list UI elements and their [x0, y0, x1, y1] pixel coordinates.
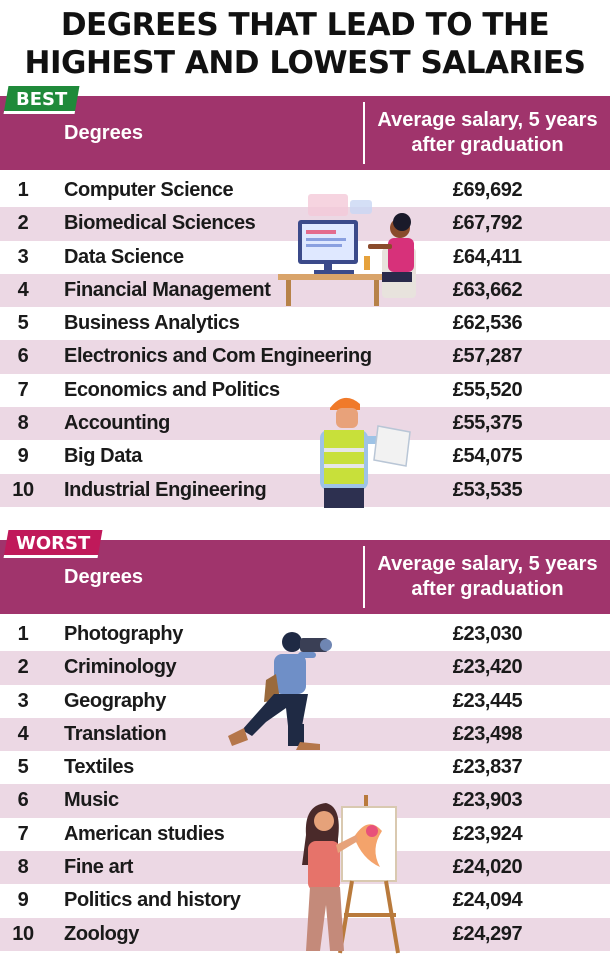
title-line-2: HIGHEST AND LOWEST SALARIES: [24, 45, 586, 81]
rank-number: 10: [12, 478, 34, 501]
header-divider: [363, 546, 365, 608]
salary-value: £24,297: [452, 922, 523, 945]
salary-value: £63,662: [452, 278, 523, 301]
worst-header: Degrees Average salary, 5 years after gr…: [0, 540, 610, 614]
degree-name: Fine art: [64, 856, 134, 879]
engineer-illustration: [320, 397, 411, 508]
salary-value: £23,903: [452, 789, 523, 812]
degree-name: Music: [64, 789, 119, 812]
salary-value: £23,837: [452, 756, 523, 779]
degree-name: Criminology: [64, 656, 177, 679]
salary-value: £69,692: [452, 179, 523, 201]
salary-value: £23,498: [452, 722, 523, 745]
rank-number: 5: [17, 312, 29, 335]
rank-number: 6: [17, 345, 29, 368]
table-row: 7 Economics and Politics £55,520: [0, 374, 610, 407]
painter-illustration: [302, 795, 400, 954]
table-row: 5 Textiles £23,837: [0, 751, 610, 784]
rank-number: 8: [17, 412, 29, 435]
rank-number: 10: [12, 922, 34, 945]
rank-number: 7: [17, 822, 29, 845]
table-row: 9 Big Data £54,075: [0, 440, 610, 473]
degree-name: Industrial Engineering: [64, 478, 267, 501]
col-salary: Average salary, 5 years after graduation: [377, 109, 598, 156]
salary-value: £67,792: [452, 212, 523, 235]
col-degrees: Degrees: [64, 122, 143, 144]
degree-name: Economics and Politics: [64, 378, 280, 401]
infographic-title: DEGREES THAT LEAD TO THE HIGHEST AND LOW…: [0, 6, 610, 82]
degree-name: Big Data: [64, 445, 142, 468]
salary-value: £24,020: [452, 856, 523, 879]
table-row: 3 Data Science £64,411: [0, 241, 610, 274]
rank-number: 1: [17, 623, 29, 645]
rank-number: 3: [17, 689, 29, 712]
table-row: 8 Fine art £24,020: [0, 851, 610, 885]
table-row: 10 Zoology £24,297: [0, 917, 610, 951]
worst-tag: WORST: [3, 530, 103, 558]
best-tag: BEST: [3, 86, 80, 114]
degree-name: Data Science: [64, 245, 184, 268]
salary-value: £23,445: [452, 689, 523, 712]
rank-number: 8: [17, 856, 29, 879]
degree-name: Computer Science: [64, 179, 234, 201]
degree-name: American studies: [64, 822, 225, 845]
rank-number: 2: [17, 656, 29, 679]
table-row: 4 Financial Management £63,662: [0, 273, 610, 308]
table-row: 8 Accounting £55,375: [0, 407, 610, 441]
rank-number: 7: [17, 378, 29, 401]
salary-value: £55,520: [452, 378, 523, 401]
table-row: 1 Computer Science £69,692: [0, 174, 610, 207]
rank-number: 9: [17, 889, 29, 912]
degree-name: Textiles: [64, 756, 134, 779]
rank-number: 3: [17, 245, 29, 268]
degree-name: Politics and history: [64, 889, 241, 912]
degree-name: Photography: [64, 623, 183, 645]
table-row: 10 Industrial Engineering £53,535: [0, 473, 610, 507]
rank-number: 5: [17, 756, 29, 779]
rank-number: 4: [17, 278, 29, 301]
salary-value: £23,420: [452, 656, 523, 679]
photographer-illustration: [228, 632, 332, 750]
rank-number: 9: [17, 445, 29, 468]
salary-value: £57,287: [452, 345, 523, 368]
rank-number: 2: [17, 212, 29, 235]
salary-value: £54,075: [452, 445, 523, 468]
salary-value: £64,411: [453, 245, 522, 268]
table-row: 5 Business Analytics £62,536: [0, 307, 610, 340]
salary-value: £23,924: [452, 822, 523, 845]
table-row: 3 Geography £23,445: [0, 685, 610, 718]
degree-name: Financial Management: [64, 278, 271, 301]
degree-name: Accounting: [64, 412, 170, 435]
degree-name: Translation: [64, 722, 167, 745]
rank-number: 6: [17, 789, 29, 812]
table-row: 9 Politics and history £24,094: [0, 884, 610, 917]
table-row: 7 American studies £23,924: [0, 818, 610, 851]
col-degrees: Degrees: [64, 566, 143, 588]
computer-worker-illustration: [278, 194, 416, 306]
salary-value: £55,375: [452, 412, 523, 435]
salary-value: £62,536: [452, 312, 523, 335]
degree-name: Business Analytics: [64, 312, 240, 335]
degree-name: Electronics and Com Engineering: [64, 345, 372, 368]
table-row: 6 Music £23,903: [0, 784, 610, 818]
degree-name: Biomedical Sciences: [64, 212, 256, 235]
salary-value: £24,094: [452, 889, 523, 912]
title-line-1: DEGREES THAT LEAD TO THE: [60, 7, 550, 43]
table-row: 6 Electronics and Com Engineering £57,287: [0, 340, 610, 374]
degree-name: Geography: [64, 689, 166, 712]
table-row: 1 Photography £23,030: [0, 618, 610, 651]
degree-name: Zoology: [64, 922, 139, 945]
rank-number: 1: [17, 179, 29, 201]
col-salary: Average salary, 5 years after graduation: [377, 553, 598, 600]
rank-number: 4: [17, 722, 29, 745]
salary-value: £53,535: [452, 478, 523, 501]
table-row: 4 Translation £23,498: [0, 717, 610, 752]
header-divider: [363, 102, 365, 164]
salary-value: £23,030: [452, 623, 523, 645]
best-header: Degrees Average salary, 5 years after gr…: [0, 96, 610, 170]
